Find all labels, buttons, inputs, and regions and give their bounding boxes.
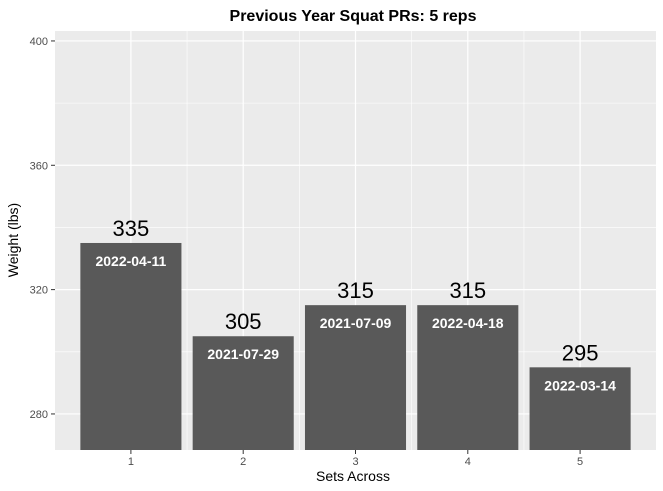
x-tick-label: 2 [240,456,246,468]
y-tick-label: 400 [30,36,48,48]
y-tick-label: 320 [30,285,48,297]
x-axis-title: Sets Across [316,468,390,484]
value-label: 295 [562,340,599,365]
value-label: 305 [225,309,262,334]
bar [80,242,182,450]
y-tick-label: 280 [30,409,48,421]
bar [192,336,294,450]
value-label: 315 [337,278,374,303]
x-tick-label: 5 [577,456,583,468]
date-label: 2022-04-18 [432,315,504,331]
value-label: 315 [449,278,486,303]
x-axis: 1 2 3 4 5 [128,450,583,468]
x-tick-label: 1 [128,456,134,468]
bars: 335 2022-04-11 305 2021-07-29 315 2021-07-09 3… [80,216,631,450]
date-label: 2022-03-14 [544,377,616,393]
y-axis-title: Weight (lbs) [5,203,21,277]
y-axis: 280 320 360 400 [30,36,55,421]
bar [304,305,407,450]
bar [417,305,519,450]
x-tick-label: 3 [352,456,358,468]
y-tick-label: 360 [30,160,48,172]
value-label: 335 [113,216,150,241]
bar [529,367,631,450]
chart-title: Previous Year Squat PRs: 5 reps [230,8,477,25]
date-label: 2021-07-09 [320,315,392,331]
date-label: 2021-07-29 [207,346,279,362]
x-tick-label: 4 [465,456,471,468]
date-label: 2022-04-11 [95,253,166,269]
